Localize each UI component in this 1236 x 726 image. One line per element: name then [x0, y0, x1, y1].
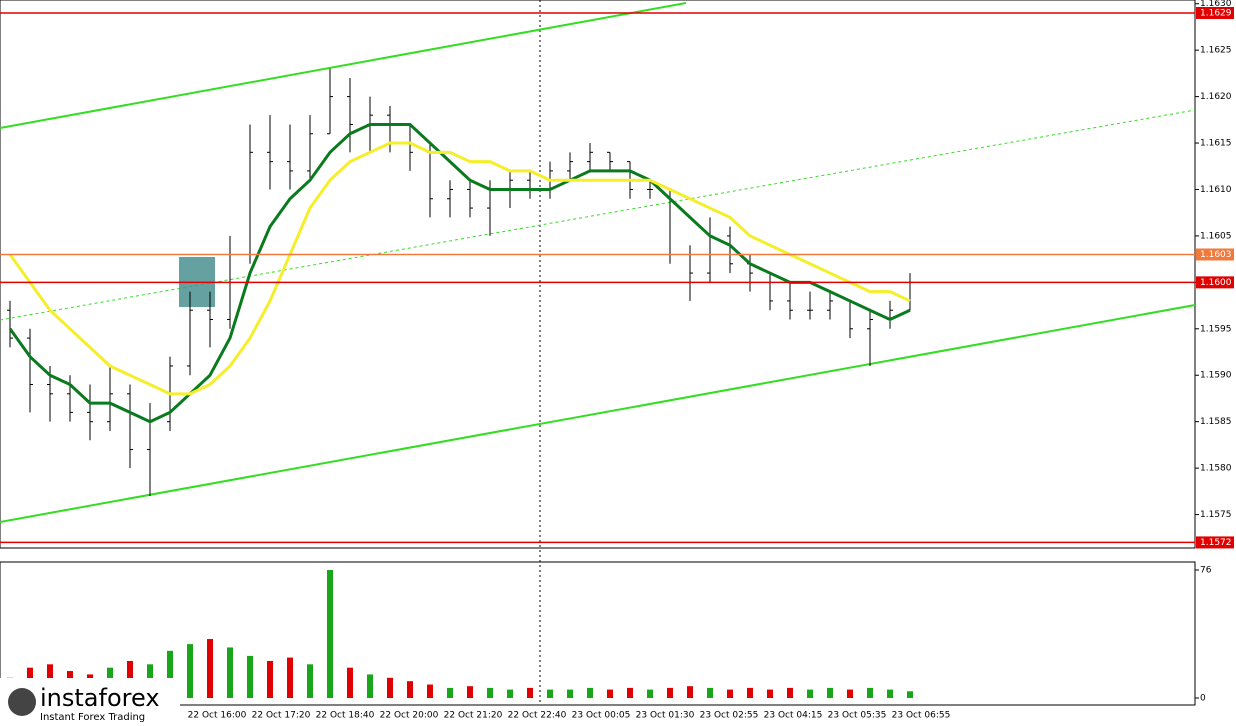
volume-bar — [787, 687, 793, 698]
volume-bar — [887, 689, 893, 698]
volume-bar — [607, 689, 613, 698]
level-tag: 1.1600 — [1196, 276, 1234, 289]
volume-bar — [307, 664, 313, 698]
x-tick-label: 22 Oct 22:40 — [508, 711, 567, 721]
x-tick-label: 23 Oct 05:35 — [828, 711, 887, 721]
level-tag-bg — [1196, 276, 1234, 289]
volume-bar — [227, 647, 233, 698]
volume-bar — [527, 687, 533, 698]
channel-midline — [0, 109, 1196, 321]
moving-average — [8, 141, 911, 396]
volume-bar — [867, 687, 873, 698]
volume-bar — [847, 689, 853, 698]
level-label: 1.1600 — [1200, 278, 1232, 288]
y-tick-label: 1.1590 — [1200, 371, 1232, 381]
volume-bar — [767, 689, 773, 698]
volume-bar — [627, 687, 633, 698]
y-tick-label: 1.1615 — [1200, 139, 1232, 149]
level-tag: 1.1572 — [1196, 536, 1234, 549]
x-tick-label: 22 Oct 18:40 — [316, 711, 375, 721]
x-tick-label: 23 Oct 01:30 — [636, 711, 695, 721]
y-tick-label: 1.1625 — [1200, 46, 1232, 56]
x-tick-label: 23 Oct 00:05 — [572, 711, 631, 721]
x-tick-label: 22 Oct 20:00 — [380, 711, 439, 721]
volume-bar — [547, 689, 553, 698]
volume-bar — [247, 655, 253, 698]
x-tick-label: 22 Oct 16:00 — [188, 711, 247, 721]
logo-name: instaforex — [40, 684, 160, 712]
x-tick-label: 23 Oct 06:55 — [892, 711, 951, 721]
y-tick-label: 1.1585 — [1200, 417, 1232, 427]
volume-bar — [327, 570, 333, 698]
y-tick-label: 0 — [1200, 694, 1206, 704]
y-tick-label: 1.1575 — [1200, 510, 1232, 520]
x-tick-label: 23 Oct 02:55 — [700, 711, 759, 721]
volume-bar — [567, 689, 573, 698]
volume-bar — [387, 677, 393, 698]
volume-bar — [807, 689, 813, 698]
volume-bar — [667, 687, 673, 698]
y-tick-label: 1.1580 — [1200, 464, 1232, 474]
volume-bar — [407, 681, 413, 698]
volume-bar — [907, 691, 913, 698]
volume-bar — [447, 687, 453, 698]
level-tag-bg — [1196, 248, 1234, 261]
y-tick-label: 1.1595 — [1200, 324, 1232, 334]
volume-panel — [0, 561, 1196, 706]
y-tick-label: 76 — [1200, 566, 1212, 576]
volume-bar — [647, 689, 653, 698]
level-tag-bg — [1196, 536, 1234, 549]
level-tag-bg — [1196, 7, 1234, 20]
volume-bar — [427, 684, 433, 698]
y-tick-label: 1.1620 — [1200, 92, 1232, 102]
y-tick-label: 1.1610 — [1200, 185, 1232, 195]
volume-bar — [267, 660, 273, 698]
x-tick-label: 23 Oct 04:15 — [764, 711, 823, 721]
level-label: 1.1603 — [1200, 250, 1232, 260]
logo-tagline: Instant Forex Trading — [40, 712, 145, 723]
volume-bar — [747, 687, 753, 698]
volume-bar — [827, 687, 833, 698]
volume-bar — [167, 650, 173, 698]
volume-bar — [727, 689, 733, 698]
level-tag: 1.1629 — [1196, 7, 1234, 20]
logo-icon — [8, 688, 36, 716]
volume-bar — [347, 667, 353, 698]
level-tag: 1.1603 — [1196, 248, 1234, 261]
volume-bar — [187, 644, 193, 698]
volume-bar — [467, 686, 473, 698]
volume-bar — [707, 687, 713, 698]
y-tick-label: 1.1630 — [1200, 0, 1232, 9]
level-label: 1.1572 — [1200, 538, 1232, 548]
x-tick-label: 22 Oct 17:20 — [252, 711, 311, 721]
volume-bar — [587, 687, 593, 698]
volume-bar — [367, 674, 373, 698]
volume-bar — [287, 657, 293, 698]
y-tick-label: 1.1605 — [1200, 231, 1232, 241]
channel-line — [0, 2, 687, 129]
volume-bar — [207, 639, 213, 698]
level-label: 1.1629 — [1200, 9, 1232, 19]
moving-average — [8, 122, 911, 424]
channel-line — [0, 304, 1196, 523]
volume-bar — [487, 687, 493, 698]
x-tick-label: 22 Oct 21:20 — [444, 711, 503, 721]
volume-bar — [687, 686, 693, 698]
volume-bar — [507, 689, 513, 698]
